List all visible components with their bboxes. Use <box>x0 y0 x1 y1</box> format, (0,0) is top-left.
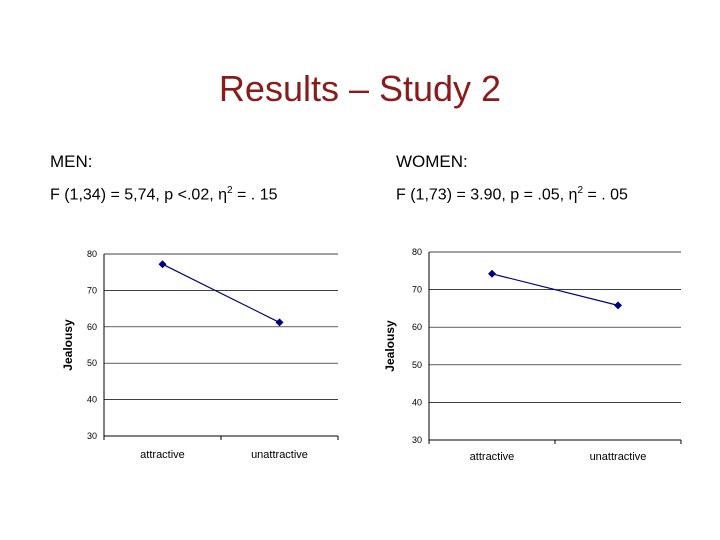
women-ytick-label: 40 <box>412 397 422 407</box>
men-category-label: unattractive <box>251 449 308 461</box>
men-data-point <box>158 260 167 269</box>
men-category-label: attractive <box>140 449 185 461</box>
men-chart: 30 40 50 60 70 80 attractive unattractive Jealou… <box>61 249 339 461</box>
women-stat-sup: 2 <box>577 185 584 196</box>
men-stat-sup: 2 <box>227 185 233 196</box>
men-ytick-label: 60 <box>87 322 97 332</box>
men-stat-suffix: = . 15 <box>232 186 278 204</box>
men-ytick-label: 80 <box>87 249 97 259</box>
men-ytick-label: 30 <box>87 431 97 441</box>
women-data-point <box>488 269 496 278</box>
women-ytick-label: 80 <box>412 247 422 257</box>
slide-title: Results – Study 2 <box>218 68 502 109</box>
women-y-axis-label: Jealousy <box>383 320 397 372</box>
men-ytick-label: 50 <box>87 358 97 368</box>
women-heading: WOMEN: <box>396 152 468 171</box>
women-stat-line: F (1,73) = 3.90, p = .05, η2 = . 05 <box>396 185 628 204</box>
women-ytick-label: 50 <box>412 360 422 370</box>
women-category-label: unattractive <box>590 451 647 463</box>
women-ytick-label: 70 <box>412 285 422 295</box>
men-heading: MEN: <box>50 152 93 171</box>
women-stat-suffix: = . 05 <box>583 186 628 204</box>
men-series-line <box>162 263 280 323</box>
men-y-axis-label: Jealousy <box>61 319 75 371</box>
men-ytick-label: 70 <box>87 285 97 295</box>
women-series-line <box>491 273 619 306</box>
men-data-point <box>275 318 284 327</box>
women-chart: 30 40 50 60 70 80 attractive unattractive Jealou… <box>383 247 682 463</box>
women-data-point <box>614 301 622 310</box>
men-stat-prefix: F (1,34) = 5,74, p <.02, η <box>50 186 227 204</box>
women-category-label: attractive <box>470 451 515 463</box>
women-ytick-label: 60 <box>412 322 422 332</box>
men-ytick-label: 40 <box>87 395 97 405</box>
men-stat-line: F (1,34) = 5,74, p <.02, η2 = . 15 <box>50 185 277 204</box>
women-stat-prefix: F (1,73) = 3.90, p = .05, η <box>396 186 578 204</box>
women-ytick-label: 30 <box>412 435 422 445</box>
